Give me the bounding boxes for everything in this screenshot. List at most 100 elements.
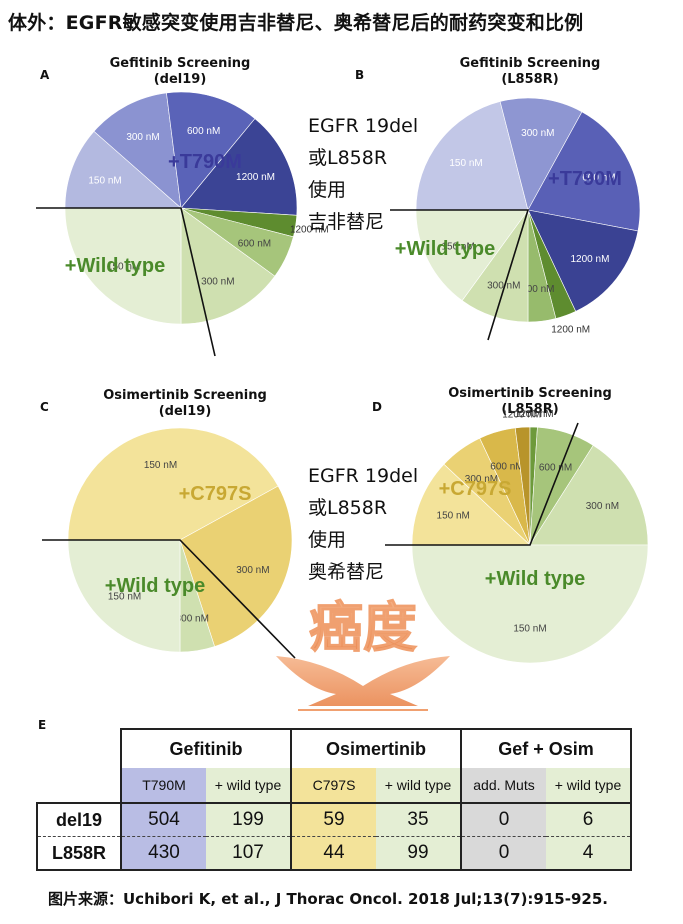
slice-label: 300 nM [521,128,554,139]
pie-title-b-sub: (L858R) [501,72,559,87]
pie-title-c-sub: (del19) [158,404,212,419]
slice-label: 600 nM [238,239,271,250]
pie-slice [415,101,529,211]
side-text-osimertinib: EGFR 19del 或L858R 使用 奥希替尼 [308,460,418,588]
pie-slice [93,92,182,209]
slice-label: 300 nM [465,474,498,485]
row-label-l858r: L858R [36,836,121,870]
group-label: +T790M [548,168,622,190]
panel-letter-a: A [40,68,50,82]
slice-label: 150 nM [513,624,546,635]
slice-label: 300 nM [126,132,159,143]
group-label: +Wild type [395,238,495,260]
col-header-wild-type: + wild type [546,768,632,803]
panel-letter-c: C [40,400,49,414]
group-label: +C797S [179,483,252,505]
group-label: +Wild type [65,255,165,277]
table-cell: 59 [290,803,376,837]
slice-label: 1200 nM [515,409,554,420]
page-title: 体外：EGFR敏感突变使用吉非替尼、奥希替尼后的耐药突变和比例 [8,12,584,34]
pie-slice [527,209,639,312]
pie-slice [67,427,279,541]
group-header-gefitinib: Gefitinib [120,728,291,768]
group-label: +Wild type [105,575,205,597]
slice-label: 1200 nM [236,172,275,183]
col-header-t790m: T790M [120,768,206,803]
pie-title-d: Osimertinib Screening (L858R) [430,386,630,418]
pie-title-c-main: Osimertinib Screening [103,388,267,403]
slice-label: 150 nM [144,460,177,471]
table-cell: 44 [290,836,376,870]
table-cell: 0 [460,836,546,870]
group-label: +C797S [439,478,512,500]
pie-title-b: Gefitinib Screening (L858R) [440,56,620,88]
panel-letter-b: B [355,68,365,82]
group-header-gef-osim: Gef + Osim [460,728,632,768]
table-row: del19 504 199 59 35 0 6 [36,803,632,837]
group-divider-line [36,207,216,357]
side-text-a-line: 吉非替尼 [308,211,385,233]
mutation-count-table: Gefitinib Osimertinib Gef + Osim T790M +… [36,728,632,871]
pie-slice [166,91,256,209]
slice-label: 150 nM [437,511,470,522]
side-text-c-line: 奥希替尼 [308,561,385,583]
col-header-wild-type: + wild type [376,768,461,803]
group-divider-line [385,422,579,546]
pie-slice [411,544,649,664]
panel-letter-e: E [38,718,47,732]
row-label-del19: del19 [36,803,121,837]
pie-title-a: Gefitinib Screening (del19) [90,56,270,88]
pie-slice [529,444,649,546]
table-cell: 430 [120,836,206,870]
pie-slice [180,118,298,216]
slice-label: 150 nM [107,261,140,272]
pie-title-a-sub: (del19) [153,72,207,87]
table-cell: 99 [376,836,461,870]
group-label: +T790M [168,151,242,173]
pie-slice [527,111,641,232]
side-text-c-line: 使用 [308,529,347,551]
pie-title-c: Osimertinib Screening (del19) [85,388,285,420]
table-row: L858R 430 107 44 99 0 4 [36,836,632,870]
pie-slice [180,207,276,325]
slice-label: 1200 nM [290,224,329,235]
watermark-text: 癌度 [309,596,417,659]
pie-slice [415,209,529,302]
slice-label: 150 nM [441,242,474,253]
slice-label: 1200 nM [502,409,541,420]
slice-label: 1200 nM [551,325,590,336]
slice-label: 300 nM [176,613,209,624]
slice-label: 150 nM [449,158,482,169]
table-cell: 504 [120,803,206,837]
side-text-c-line: 或L858R [308,497,388,519]
source-citation: 图片来源：Uchibori K, et al., J Thorac Oncol.… [48,890,608,908]
pie-slice [64,207,182,325]
side-text-a-line: 或L858R [308,147,388,169]
table-group-header-row: Gefitinib Osimertinib Gef + Osim [37,728,632,768]
table-cell: 35 [376,803,461,837]
group-label: +Wild type [485,568,585,590]
table-cell: 0 [460,803,546,837]
slice-label: 600 nM [539,462,572,473]
group-divider-line [42,539,296,659]
slice-label: 600 nM [187,126,220,137]
watermark-logo: 癌度 [276,596,450,711]
pie-slice [64,130,182,209]
slice-label: 300 nM [586,501,619,512]
pie-slice [179,485,293,647]
pie-title-d-sub: (L858R) [501,402,559,417]
slice-label: 300 nM [201,276,234,287]
side-text-a-line: 使用 [308,179,347,201]
side-text-c-line: EGFR 19del [308,465,419,487]
pie-title-d-main: Osimertinib Screening [448,386,612,401]
slice-label: 600 nM [490,462,523,473]
col-header-c797s: C797S [290,768,376,803]
slice-label: 300 nM [236,565,269,576]
table-cell: 6 [546,803,632,837]
col-header-wild-type: + wild type [206,768,291,803]
table-cell: 4 [546,836,632,870]
table-column-header-row: T790M + wild type C797S + wild type add.… [37,768,632,803]
